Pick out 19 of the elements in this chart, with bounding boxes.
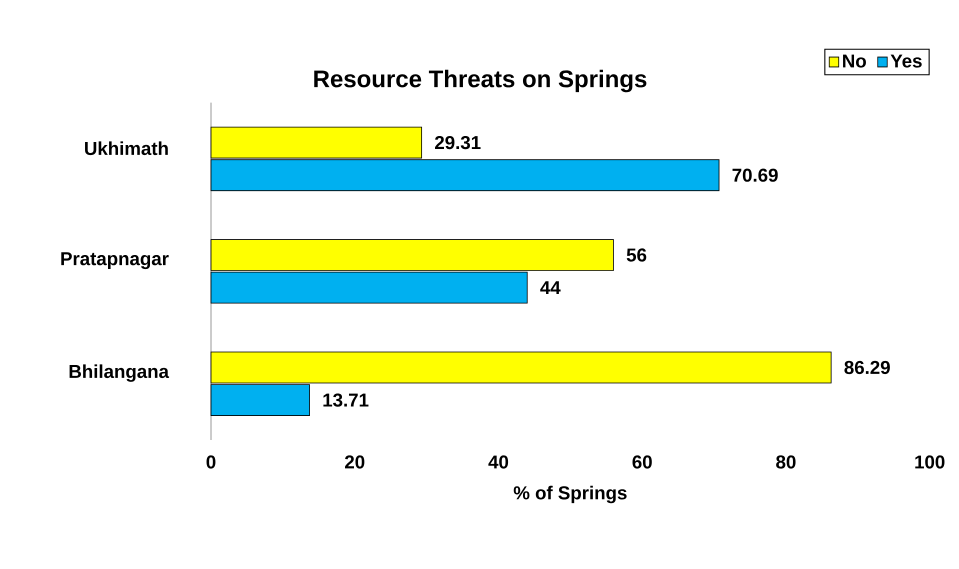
x-tick-label: 20 <box>345 455 364 469</box>
data-label: 29.31 <box>435 136 481 150</box>
chart-title: Resource Threats on Springs <box>314 70 646 92</box>
legend-label: Yes <box>890 54 922 68</box>
x-tick-label: 0 <box>206 455 216 469</box>
data-label: 86.29 <box>844 360 890 374</box>
data-label: 56 <box>626 248 646 262</box>
legend-label: No <box>843 54 866 68</box>
y-tick-label: Bhilangana <box>70 364 170 382</box>
x-tick-label: 80 <box>776 455 796 469</box>
data-label: 44 <box>540 281 561 294</box>
x-tick-label: 100 <box>915 455 944 469</box>
data-label: 13.71 <box>323 393 368 407</box>
y-tick-label: Pratapnagar <box>61 252 169 270</box>
x-tick-label: 60 <box>632 455 652 469</box>
y-tick-label: Ukhimath <box>85 141 168 156</box>
data-label: 70.69 <box>732 168 778 182</box>
x-axis-title: % of Springs <box>514 486 627 504</box>
x-tick-label: 40 <box>488 455 508 469</box>
